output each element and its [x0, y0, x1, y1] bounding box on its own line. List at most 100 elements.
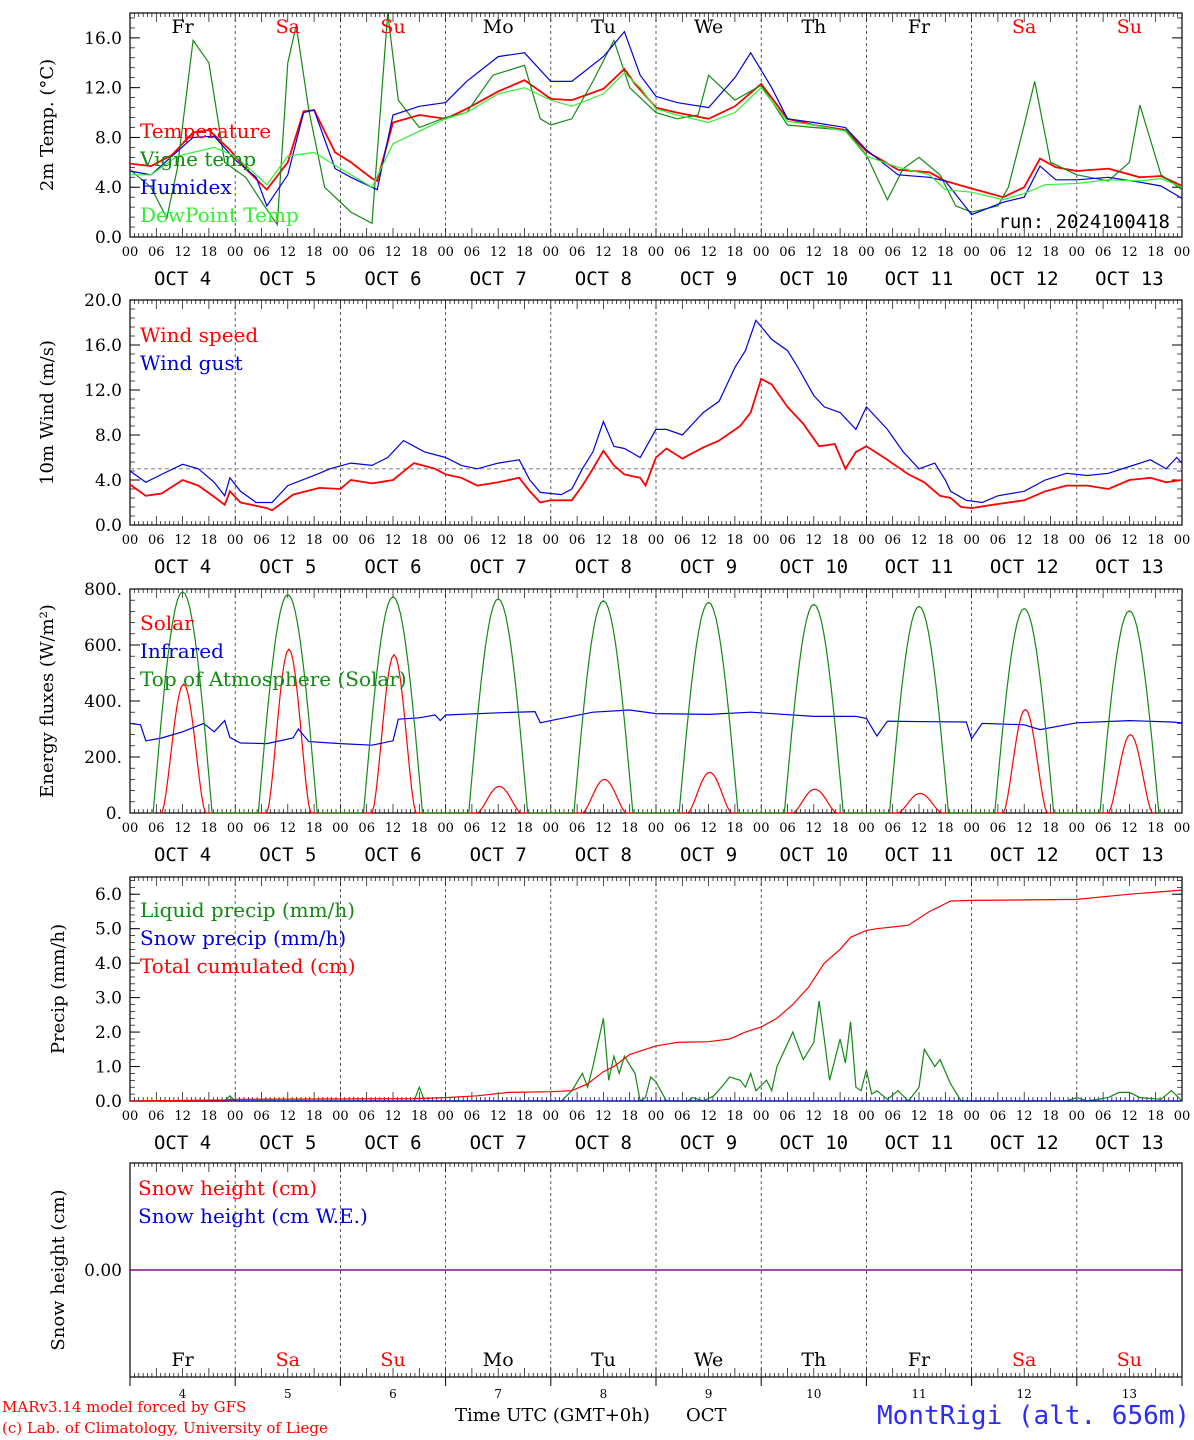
day-number-label: 12: [1017, 1387, 1032, 1401]
x-hour-label: 18: [1042, 245, 1059, 260]
x-date-label: OCT 12: [990, 268, 1059, 290]
x-hour-label: 18: [832, 821, 849, 836]
x-hour-label: 06: [253, 245, 270, 260]
panel-3: 0. 200. 400. 600. 800. Energy fluxes (W/m²) 00…: [37, 580, 1190, 866]
weekday-label-top: Th: [801, 16, 826, 38]
y-tick-label: 8.0: [95, 128, 122, 148]
x-date-label: OCT 6: [364, 268, 421, 290]
x-date-label: OCT 8: [575, 556, 632, 578]
day-number-label: 13: [1122, 1387, 1137, 1401]
weekday-label-bottom: Mo: [483, 1349, 514, 1371]
weekday-label-bottom: Fr: [171, 1349, 194, 1371]
x-hour-label: 06: [464, 821, 481, 836]
day-number-label: 8: [600, 1387, 608, 1401]
x-hour-label: 12: [595, 1109, 612, 1124]
x-date-label: OCT 7: [470, 268, 527, 290]
x-hour-label: 00: [543, 1109, 560, 1124]
y-tick-label: 4.0: [95, 954, 122, 974]
x-hour-label: 18: [1147, 821, 1164, 836]
x-hour-label: 18: [1042, 821, 1059, 836]
x-date-label: OCT 4: [154, 268, 211, 290]
legend-entry: Infrared: [140, 639, 224, 663]
x-date-label: OCT 9: [680, 268, 737, 290]
x-hour-label: 12: [595, 533, 612, 548]
x-hour-label: 06: [884, 245, 901, 260]
x-hour-label: 18: [1147, 1109, 1164, 1124]
x-hour-label: 00: [437, 821, 454, 836]
day-number-label: 11: [911, 1387, 926, 1401]
series-line-top-of-atmosphere-solar-: [151, 591, 1161, 814]
day-number-label: 5: [284, 1387, 292, 1401]
y-tick-label: 20.0: [84, 291, 122, 311]
x-hour-label: 06: [358, 245, 375, 260]
x-hour-label: 18: [621, 533, 638, 548]
day-number-label: 10: [806, 1387, 821, 1401]
day-number-label: 4: [179, 1387, 187, 1401]
x-hour-label: 00: [963, 1109, 980, 1124]
legend-entry: Liquid precip (mm/h): [140, 898, 355, 922]
x-hour-label: 00: [543, 245, 560, 260]
weekday-label-bottom: Tu: [591, 1349, 616, 1371]
x-hour-label: 06: [779, 1109, 796, 1124]
panel-4: 0.0 1.0 2.0 3.0 4.0 5.0 6.0 Precip (mm/h) 00 06 12…: [48, 876, 1190, 1154]
y-tick-label: 0.: [106, 804, 122, 824]
x-hour-label: 00: [1069, 821, 1086, 836]
x-hour-label: 18: [937, 533, 954, 548]
x-date-label: OCT 10: [779, 556, 848, 578]
x-hour-label: 00: [963, 821, 980, 836]
x-hour-label: 00: [1174, 533, 1191, 548]
x-hour-label: 06: [148, 821, 165, 836]
series-line-wind-gust: [129, 319, 1183, 504]
x-hour-label: 12: [174, 245, 191, 260]
x-hour-label: 00: [227, 245, 244, 260]
x-date-label: OCT 8: [575, 844, 632, 866]
x-date-label: OCT 8: [575, 268, 632, 290]
y-tick-label: 3.0: [95, 989, 122, 1009]
day-number-label: 6: [389, 1387, 397, 1401]
x-date-label: OCT 5: [259, 1132, 316, 1154]
x-hour-label: 00: [648, 533, 665, 548]
x-hour-label: 18: [1042, 533, 1059, 548]
x-hour-label: 18: [516, 533, 533, 548]
x-hour-label: 00: [753, 821, 770, 836]
x-date-label: OCT 11: [885, 844, 954, 866]
x-hour-label: 18: [306, 245, 323, 260]
x-hour-label: 12: [490, 533, 507, 548]
series-line-total-cumulated-cm-: [129, 889, 1183, 1102]
x-hour-label: 18: [516, 245, 533, 260]
plot-frame: [129, 588, 1183, 814]
x-hour-label: 06: [464, 1109, 481, 1124]
weekday-label-top: Su: [380, 16, 405, 38]
x-hour-label: 06: [569, 245, 586, 260]
x-hour-label: 06: [674, 821, 691, 836]
x-hour-label: 06: [990, 1109, 1007, 1124]
legend-entry: DewPoint Temp: [140, 203, 299, 227]
y-tick-label: 6.0: [95, 885, 122, 905]
x-hour-label: 06: [253, 533, 270, 548]
x-date-label: OCT 9: [680, 1132, 737, 1154]
day-number-label: 9: [705, 1387, 713, 1401]
x-hour-label: 12: [1016, 533, 1033, 548]
lab-credit: (c) Lab. of Climatology, University of L…: [2, 1419, 328, 1437]
x-hour-label: 06: [990, 245, 1007, 260]
x-hour-label: 00: [1069, 1109, 1086, 1124]
x-hour-label: 12: [806, 1109, 823, 1124]
y-tick-label: 0.0: [95, 228, 122, 248]
x-hour-label: 12: [490, 821, 507, 836]
x-hour-label: 00: [332, 1109, 349, 1124]
weekday-label-bottom: Su: [380, 1349, 405, 1371]
x-hour-label: 18: [1042, 1109, 1059, 1124]
x-hour-label: 06: [779, 821, 796, 836]
weekday-label-bottom: Th: [801, 1349, 826, 1371]
x-hour-label: 00: [753, 245, 770, 260]
x-hour-label: 18: [411, 1109, 428, 1124]
weekday-label-bottom: Sa: [276, 1349, 300, 1371]
day-number-label: 7: [494, 1387, 502, 1401]
x-hour-label: 00: [963, 245, 980, 260]
x-hour-label: 06: [148, 533, 165, 548]
legend-entry: Temperature: [140, 119, 271, 143]
weekday-label-top: Su: [1117, 16, 1142, 38]
series-line-infrared: [129, 709, 1183, 746]
x-hour-label: 00: [227, 533, 244, 548]
x-hour-label: 06: [148, 1109, 165, 1124]
